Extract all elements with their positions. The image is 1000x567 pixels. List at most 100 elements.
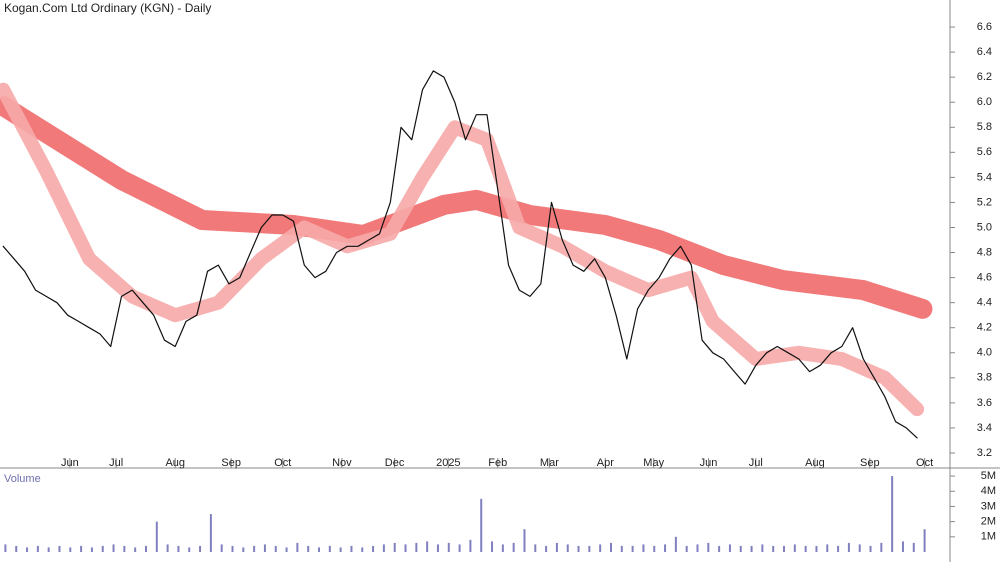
volume-bar	[674, 536, 677, 552]
volume-bar	[26, 547, 29, 552]
volume-bar	[447, 542, 450, 552]
volume-bar	[58, 545, 61, 552]
price-line	[0, 96, 933, 319]
y-tick-label: 5.4	[977, 171, 992, 183]
y-tick-label: 3.8	[977, 372, 992, 384]
volume-bar	[144, 545, 147, 552]
y-tick-label: 4.4	[977, 297, 992, 309]
price-line	[0, 82, 925, 417]
volume-bar	[47, 547, 50, 552]
volume-title: Volume	[4, 473, 41, 485]
y-tick-label: 5.8	[977, 121, 992, 133]
volume-bar	[328, 545, 331, 552]
volume-bar	[588, 545, 591, 552]
volume-bar	[101, 545, 104, 552]
volume-bar	[793, 544, 796, 552]
y-tick-label: 3M	[981, 500, 996, 512]
volume-bar	[728, 544, 731, 552]
volume-bar	[426, 541, 429, 552]
volume-bar	[772, 545, 775, 552]
x-tick-label: Oct	[916, 457, 933, 469]
x-tick-label: Sep	[221, 457, 241, 469]
volume-bar	[815, 545, 818, 552]
volume-bar	[339, 547, 342, 552]
volume-bar	[155, 521, 158, 552]
volume-bar	[620, 545, 623, 552]
y-tick-label: 4.0	[977, 347, 992, 359]
volume-bar	[804, 545, 807, 552]
y-tick-label: 5.2	[977, 196, 992, 208]
volume-bar	[220, 544, 223, 552]
x-tick-label: Jun	[700, 457, 718, 469]
volume-bar	[761, 544, 764, 552]
y-tick-label: 3.4	[977, 422, 992, 434]
volume-bar	[858, 544, 861, 552]
y-tick-label: 4.8	[977, 246, 992, 258]
volume-bar	[891, 476, 894, 552]
volume-bar	[512, 542, 515, 552]
volume-bar	[69, 547, 72, 552]
y-tick-label: 5.0	[977, 221, 992, 233]
volume-bar	[739, 545, 742, 552]
volume-bar	[577, 545, 580, 552]
volume-bar	[685, 545, 688, 552]
volume-bar	[653, 545, 656, 552]
volume-bar	[177, 545, 180, 552]
x-tick-label: Feb	[488, 457, 507, 469]
y-tick-label: 6.0	[977, 96, 992, 108]
volume-bar	[696, 544, 699, 552]
volume-bar	[545, 545, 548, 552]
volume-bar	[209, 514, 212, 552]
volume-bar	[112, 544, 115, 552]
volume-bar	[361, 547, 364, 552]
y-tick-label: 6.2	[977, 71, 992, 83]
volume-bar	[15, 545, 18, 552]
x-tick-label: Jun	[61, 457, 79, 469]
volume-bar	[415, 542, 418, 552]
volume-bar	[469, 539, 472, 552]
x-tick-label: Aug	[165, 457, 185, 469]
chart-title: Kogan.Com Ltd Ordinary (KGN) - Daily	[4, 1, 211, 15]
y-tick-label: 5M	[981, 470, 996, 482]
y-tick-label: 4.2	[977, 322, 992, 334]
y-tick-label: 4M	[981, 485, 996, 497]
volume-bar	[750, 545, 753, 552]
volume-bar	[480, 498, 483, 552]
volume-bar	[285, 547, 288, 552]
volume-bar	[231, 545, 234, 552]
y-tick-label: 1M	[981, 531, 996, 543]
volume-bar	[491, 541, 494, 552]
volume-bar	[382, 544, 385, 552]
volume-bar	[4, 544, 7, 552]
volume-bar	[318, 547, 321, 552]
volume-bar	[555, 542, 558, 552]
y-tick-label: 3.2	[977, 447, 992, 459]
volume-bar	[923, 529, 926, 552]
volume-bar	[901, 541, 904, 552]
volume-bar	[123, 545, 126, 552]
volume-bar	[880, 542, 883, 552]
volume-bar	[707, 542, 710, 552]
y-tick-label: 4.6	[977, 272, 992, 284]
x-tick-label: Oct	[274, 457, 291, 469]
volume-bar	[631, 545, 634, 552]
volume-bar	[664, 544, 667, 552]
volume-bar	[404, 544, 407, 552]
volume-bar	[199, 545, 202, 552]
volume-bar	[501, 544, 504, 552]
volume-bar	[393, 542, 396, 552]
y-tick-label: 3.6	[977, 397, 992, 409]
volume-bar	[826, 544, 829, 552]
volume-bar	[566, 544, 569, 552]
volume-bar	[642, 544, 645, 552]
x-tick-label: Aug	[805, 457, 825, 469]
x-tick-label: Dec	[385, 457, 405, 469]
volume-bar	[134, 547, 137, 552]
volume-bar	[837, 545, 840, 552]
volume-bar	[458, 544, 461, 552]
y-tick-label: 6.6	[977, 21, 992, 33]
x-tick-label: Apr	[597, 457, 614, 469]
volume-bar	[253, 545, 256, 552]
price-line	[2, 70, 918, 439]
